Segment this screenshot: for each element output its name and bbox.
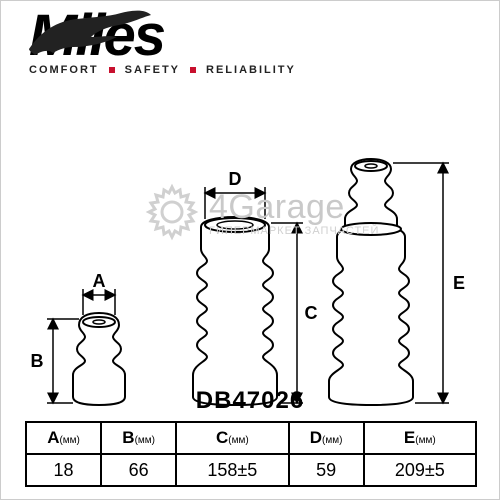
table-value-row: 18 66 158±5 59 209±5 — [26, 454, 476, 486]
table-cell: 66 — [101, 454, 176, 486]
col-header: B(мм) — [101, 422, 176, 454]
greyhound-icon — [23, 3, 153, 59]
brand-tagline: COMFORT SAFETY RELIABILITY — [29, 64, 299, 76]
col-header: D(мм) — [289, 422, 364, 454]
tagline-separator-icon — [190, 67, 196, 73]
table-cell: 18 — [26, 454, 101, 486]
dim-label-a: A — [93, 271, 106, 291]
col-header: A(мм) — [26, 422, 101, 454]
table-cell: 158±5 — [176, 454, 288, 486]
dim-label-d: D — [229, 169, 242, 189]
part-number: DB47026 — [1, 387, 499, 415]
component-assembly: E — [329, 159, 465, 405]
dim-label-b: B — [31, 351, 44, 371]
tagline-separator-icon — [109, 67, 115, 73]
tagline-word: COMFORT — [29, 64, 99, 76]
brand-header: Miles COMFORT SAFETY RELIABILITY — [29, 11, 299, 76]
col-header: C(мм) — [176, 422, 288, 454]
table-header-row: A(мм) B(мм) C(мм) D(мм) E(мм) — [26, 422, 476, 454]
table-cell: 59 — [289, 454, 364, 486]
table-cell: 209±5 — [364, 454, 476, 486]
dim-label-c: C — [305, 303, 318, 323]
dimensions-table: A(мм) B(мм) C(мм) D(мм) E(мм) 18 66 158±… — [25, 421, 477, 487]
component-dust-boot: D C — [193, 169, 318, 405]
component-bump-stop: A B — [31, 271, 126, 405]
tagline-word: RELIABILITY — [206, 64, 296, 76]
technical-diagram: A B D C E — [1, 109, 500, 409]
tagline-word: SAFETY — [125, 64, 180, 76]
col-header: E(мм) — [364, 422, 476, 454]
dim-label-e: E — [453, 273, 465, 293]
